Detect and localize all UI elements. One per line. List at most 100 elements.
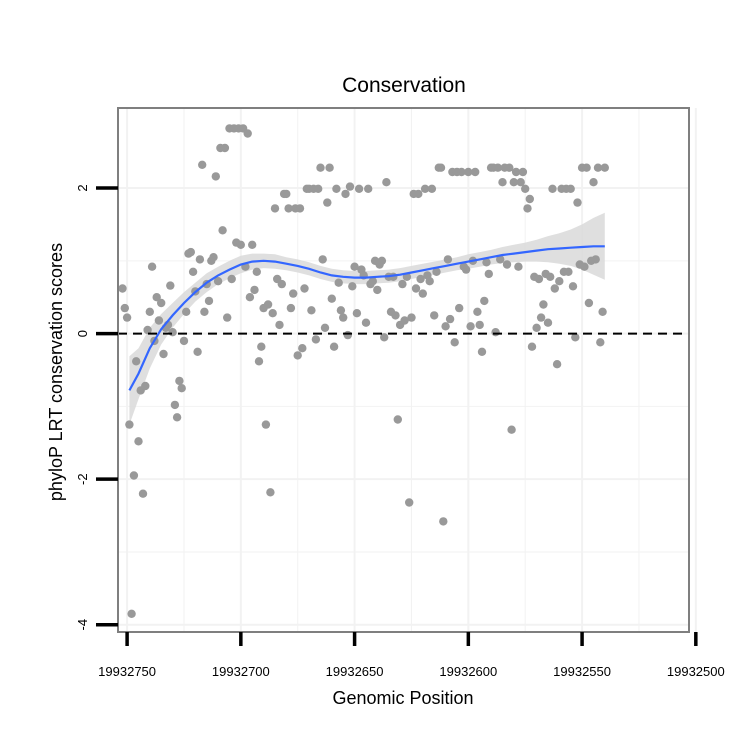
data-point [532,324,540,332]
data-point [246,293,254,301]
data-point [166,281,174,289]
data-point [339,313,347,321]
y-axis: -4 -2 0 2 [75,184,118,630]
data-point [498,178,506,186]
data-point [223,313,231,321]
data-point [316,164,324,172]
data-point [196,255,204,263]
data-point [200,308,208,316]
data-point [573,198,581,206]
data-point [428,185,436,193]
data-point [155,316,163,324]
data-point [255,357,263,365]
x-tick-label: 19932600 [439,664,497,679]
x-tick-label: 19932550 [553,664,611,679]
data-point [132,357,140,365]
data-point [455,304,463,312]
data-point [212,172,220,180]
data-point [398,280,406,288]
data-point [419,289,427,297]
data-point [125,420,133,428]
data-point [598,308,606,316]
data-point [289,289,297,297]
data-point [171,401,179,409]
data-point [278,280,286,288]
data-point [337,306,345,314]
data-point [325,164,333,172]
data-point [159,350,167,358]
data-point [521,185,529,193]
data-point [118,284,126,292]
data-point [548,185,556,193]
data-point [257,343,265,351]
data-point [282,190,290,198]
data-point [269,309,277,317]
data-point [180,337,188,345]
data-point [218,226,226,234]
data-point [300,284,308,292]
x-tick-label: 19932500 [667,664,725,679]
data-point [364,185,372,193]
data-point [146,308,154,316]
data-point [405,498,413,506]
data-point [344,331,352,339]
data-point [298,344,306,352]
data-point [127,610,135,618]
data-point [471,168,479,176]
data-point [237,241,245,249]
data-point [507,426,515,434]
data-point [250,286,258,294]
data-point [189,268,197,276]
data-point [444,255,452,263]
data-point [148,263,156,271]
y-axis-title: phyloP LRT conservation scores [46,243,66,501]
data-point [275,321,283,329]
data-point [198,161,206,169]
data-point [121,304,129,312]
data-point [175,377,183,385]
data-point [473,308,481,316]
data-point [205,297,213,305]
data-point [266,488,274,496]
data-point [378,257,386,265]
data-point [221,144,229,152]
data-point [296,204,304,212]
data-point [480,297,488,305]
data-point [523,204,531,212]
data-point [601,164,609,172]
data-point [346,182,354,190]
data-point [528,343,536,351]
plot-panel [118,108,689,632]
data-point [582,164,590,172]
data-point [439,517,447,525]
data-point [478,348,486,356]
data-point [437,164,445,172]
data-point [139,490,147,498]
data-point [134,437,142,445]
data-point [580,263,588,271]
data-point [485,270,493,278]
data-point [382,178,390,186]
data-point [569,282,577,290]
data-point [491,328,499,336]
data-point [362,319,370,327]
data-point [123,313,131,321]
data-point [503,260,511,268]
data-point [589,178,597,186]
conservation-chart: Conservation 19932750 19932700 19932650 199… [0,0,750,750]
data-point [341,190,349,198]
data-point [355,185,363,193]
data-point [551,284,559,292]
data-point [330,343,338,351]
data-point [187,248,195,256]
data-point [271,204,279,212]
data-point [182,308,190,316]
data-point [535,275,543,283]
y-tick-label: 0 [75,330,90,337]
data-point [537,313,545,321]
y-tick-label: -4 [75,619,90,631]
data-point [462,265,470,273]
data-point [414,190,422,198]
data-point [264,300,272,308]
data-point [546,273,554,281]
